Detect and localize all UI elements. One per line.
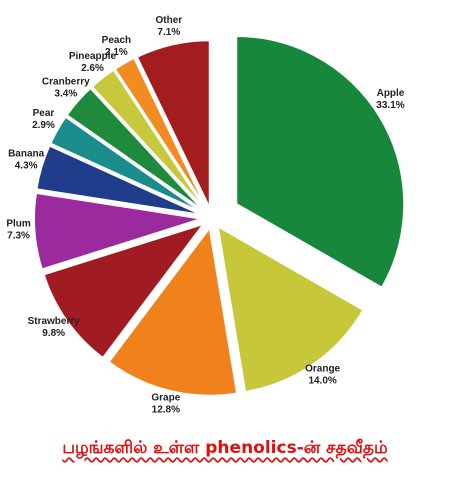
pie-slice [49,115,204,214]
slice-label: Strawberry [28,316,81,327]
slice-value-label: 2.1% [105,47,128,58]
slice-label: Apple [377,88,405,99]
slice-value-label: 4.3% [15,160,38,171]
pie-slice [35,144,203,217]
slice-value-label: 7.3% [7,231,30,242]
pie-slice [33,191,203,271]
slice-value-label: 2.9% [32,120,55,131]
slice-value-label: 9.8% [42,328,65,339]
pie-slice [113,56,208,210]
pie-slice [42,221,207,360]
slice-label: Plum [6,219,31,230]
slice-value-label: 12.8% [152,404,180,415]
slice-label: Other [155,15,182,26]
slice-label: Pear [33,108,55,119]
slice-label: Orange [305,363,340,374]
slice-label: Cranberry [42,76,90,87]
slice-value-label: 14.0% [308,375,336,386]
slice-value-label: 33.1% [376,100,404,111]
pie-slice [107,225,239,397]
pie-slice [216,224,365,394]
slice-label: Grape [151,392,180,403]
pie-slice [135,39,211,209]
slice-value-label: 2.6% [81,63,104,74]
pie-slice [65,86,206,213]
slice-label: Banana [8,148,45,159]
pie-slice [90,68,207,211]
slice-label: Peach [102,35,131,46]
chart-title: பழங்களில் உள்ள phenolics-ன் சதவீதம் [62,438,388,458]
slice-value-label: 7.1% [157,27,180,38]
slice-label: Pineapple [69,51,117,62]
slice-value-label: 3.4% [54,88,77,99]
pie-slice [235,34,406,290]
